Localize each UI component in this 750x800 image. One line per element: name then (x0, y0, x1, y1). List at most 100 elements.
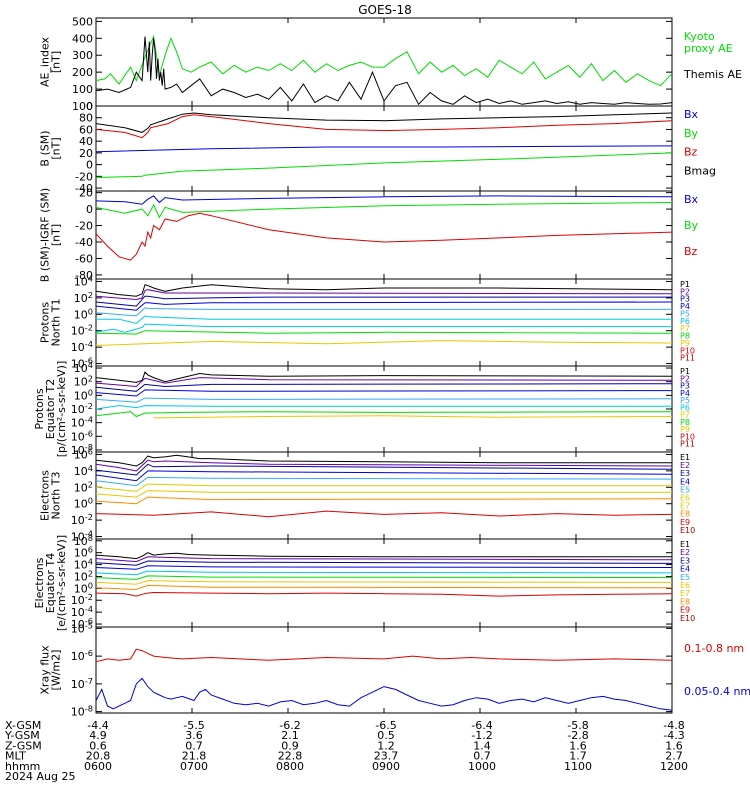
legend-e6: E6 (680, 494, 690, 503)
series-e4 (95, 470, 673, 482)
legend-e3: E3 (680, 556, 690, 565)
series-p5 (95, 397, 673, 403)
tick-label: -40 (75, 182, 93, 195)
legend-e5: E5 (680, 573, 690, 582)
legend-p2: P2 (680, 374, 690, 383)
y-axis-label: [p/(cm²-s-sr-keV)] (55, 361, 68, 458)
tick-label: 10-6 (71, 428, 93, 443)
legend-p6: P6 (680, 317, 690, 326)
legend-p7: P7 (680, 411, 690, 420)
orbit-value: -5.8 (567, 719, 588, 732)
legend-label: Bx (684, 193, 699, 206)
tick-label: 400 (72, 32, 93, 45)
tick-label: 10-6 (71, 616, 93, 631)
y-axis-label: B (SM)-IGRF (SM) (39, 188, 52, 282)
legend-e2: E2 (680, 548, 690, 557)
tick-label: 106 (74, 446, 93, 461)
series-e1 (95, 552, 672, 560)
y-axis-label: Electrons (39, 470, 52, 521)
tick-label: -20 (75, 170, 93, 183)
tick-label: 10-4 (71, 415, 93, 430)
legend-e9: E9 (680, 518, 690, 527)
y-axis-label: North T1 (50, 299, 63, 347)
y-axis-label: [nT] (50, 137, 63, 159)
tick-label: 10-4 (71, 339, 93, 354)
series-p8 (95, 330, 673, 335)
tick-label: 10-8 (71, 704, 93, 719)
orbit-row-label: hhmm (5, 760, 40, 773)
legend-p10: P10 (680, 346, 695, 355)
series-themis-ae (95, 36, 673, 106)
series-p7 (95, 323, 672, 333)
panel-frame (95, 105, 673, 192)
orbit-value: 1200 (660, 760, 688, 773)
tick-label: 100 (74, 387, 93, 402)
y-axis-label: Protons (33, 388, 46, 429)
tick-label: 106 (74, 545, 93, 560)
series-p6 (96, 315, 672, 324)
tick-label: 104 (74, 557, 93, 572)
legend-e10: E10 (680, 526, 695, 535)
series-p9 (153, 415, 673, 419)
tick-label: 200 (72, 66, 93, 79)
orbit-value: 2.7 (665, 750, 683, 763)
legend-label: 0.1-0.8 nm (684, 642, 744, 655)
legend-label: By (684, 127, 699, 140)
tick-label: 60 (79, 123, 93, 136)
series-e7 (95, 580, 673, 585)
tick-label: 104 (74, 360, 93, 375)
tick-label: -60 (75, 252, 93, 265)
orbit-value: -1.2 (471, 729, 492, 742)
legend-p9: P9 (680, 425, 690, 434)
series-e9 (95, 591, 673, 597)
orbit-value: 21.8 (182, 750, 207, 763)
orbit-row-label: X-GSM (5, 719, 41, 732)
legend-e8: E8 (680, 510, 690, 519)
orbit-value: 0.7 (473, 750, 491, 763)
orbit-value: 1.4 (473, 739, 491, 752)
tick-label: 10-5 (71, 620, 93, 635)
series-bx (95, 195, 673, 205)
series-e7 (95, 490, 672, 498)
tick-label: -40 (75, 236, 93, 249)
legend-e9: E9 (680, 606, 690, 615)
series-p6 (95, 405, 672, 410)
orbit-value: 2.1 (281, 729, 299, 742)
series-bz (95, 114, 673, 139)
y-axis-label: Protons (39, 302, 52, 343)
series-p3 (95, 383, 673, 392)
legend-e1: E1 (680, 540, 690, 549)
panel-frame (95, 538, 673, 628)
tick-label: 20 (79, 187, 93, 200)
tick-label: 0 (86, 100, 93, 113)
legend-e10: E10 (680, 614, 695, 623)
series-e2 (95, 459, 673, 472)
orbit-value: 1.6 (569, 739, 587, 752)
legend-label: Kyoto (684, 30, 715, 43)
series-e2 (95, 556, 673, 563)
series-p1 (95, 371, 673, 383)
tick-label: 100 (74, 306, 93, 321)
legend-p5: P5 (680, 309, 690, 318)
tick-label: 0 (86, 203, 93, 216)
tick-label: 10-2 (71, 592, 93, 607)
orbit-value: -5.5 (183, 719, 204, 732)
orbit-value: 1.6 (665, 739, 683, 752)
orbit-value: 3.6 (185, 729, 203, 742)
series-bx (95, 145, 673, 153)
tick-label: 10-2 (71, 401, 93, 416)
orbit-value: 22.8 (278, 750, 303, 763)
y-axis-label: AE_index (39, 36, 52, 87)
legend-e3: E3 (680, 469, 690, 478)
series-p2 (95, 289, 673, 301)
tick-label: 108 (74, 533, 93, 548)
series-e8 (95, 584, 673, 591)
series-kyoto-proxy-ae (95, 34, 673, 87)
orbit-value: 0700 (180, 760, 208, 773)
legend-p10: P10 (680, 432, 695, 441)
series-e5 (95, 476, 673, 487)
